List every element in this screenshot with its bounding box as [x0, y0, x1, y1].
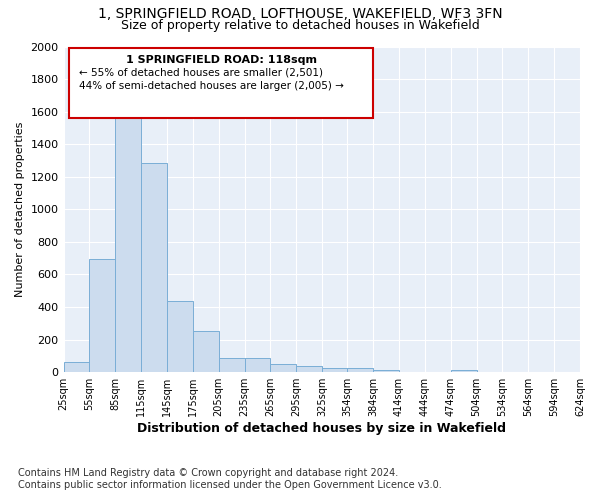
Bar	[296, 366, 322, 372]
Text: Contains public sector information licensed under the Open Government Licence v3: Contains public sector information licen…	[18, 480, 442, 490]
Bar	[64, 362, 89, 372]
Bar	[271, 364, 296, 372]
Bar	[322, 368, 348, 372]
Bar	[347, 368, 373, 372]
Bar	[193, 332, 219, 372]
Bar	[167, 302, 193, 372]
Text: 44% of semi-detached houses are larger (2,005) →: 44% of semi-detached houses are larger (…	[79, 80, 344, 90]
Bar	[451, 370, 476, 372]
Bar	[115, 106, 141, 372]
Text: 1 SPRINGFIELD ROAD: 118sqm: 1 SPRINGFIELD ROAD: 118sqm	[125, 54, 317, 64]
X-axis label: Distribution of detached houses by size in Wakefield: Distribution of detached houses by size …	[137, 422, 506, 435]
Text: ← 55% of detached houses are smaller (2,501): ← 55% of detached houses are smaller (2,…	[79, 68, 323, 78]
Text: 1, SPRINGFIELD ROAD, LOFTHOUSE, WAKEFIELD, WF3 3FN: 1, SPRINGFIELD ROAD, LOFTHOUSE, WAKEFIEL…	[98, 8, 502, 22]
Y-axis label: Number of detached properties: Number of detached properties	[15, 122, 25, 297]
Bar	[245, 358, 271, 372]
FancyBboxPatch shape	[69, 48, 373, 118]
Bar	[373, 370, 399, 372]
Text: Contains HM Land Registry data © Crown copyright and database right 2024.: Contains HM Land Registry data © Crown c…	[18, 468, 398, 477]
Bar	[141, 163, 167, 372]
Text: Size of property relative to detached houses in Wakefield: Size of property relative to detached ho…	[121, 18, 479, 32]
Bar	[219, 358, 245, 372]
Bar	[89, 259, 115, 372]
